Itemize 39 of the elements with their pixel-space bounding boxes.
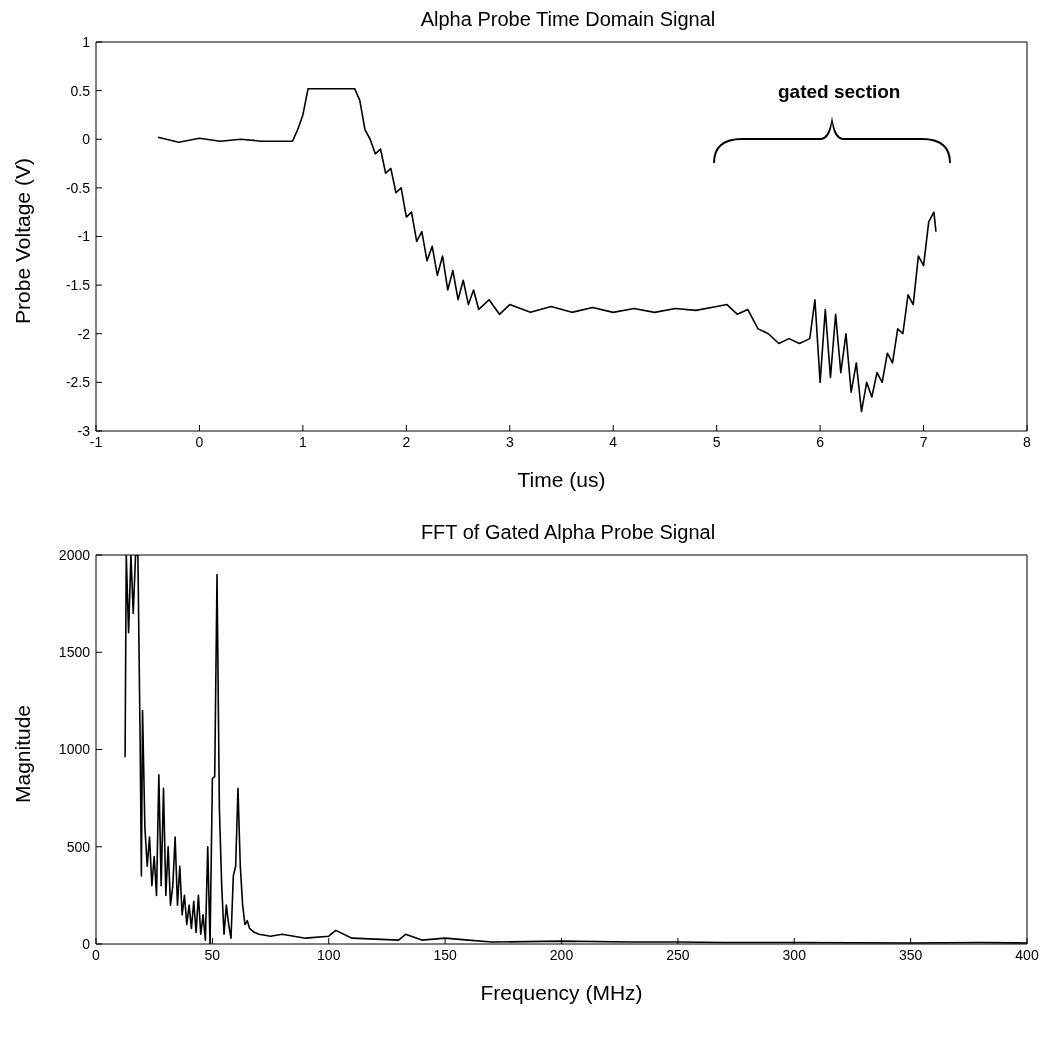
y-axis-title: Magnitude: [11, 704, 35, 804]
x-tick-label: 50: [204, 946, 221, 963]
x-tick-label: 8: [1023, 433, 1032, 450]
y-tick-label: 1000: [58, 741, 91, 758]
y-tick-label: 0: [82, 935, 91, 952]
x-tick-label: 5: [712, 433, 721, 450]
y-tick-label: -1.5: [65, 277, 91, 294]
y-tick-label: -2: [77, 325, 91, 342]
x-tick-label: 300: [782, 946, 807, 963]
y-tick-label: 1500: [58, 644, 91, 661]
y-tick-label: 1: [82, 33, 91, 50]
y-tick-label: 2000: [58, 546, 91, 563]
chart-title: FFT of Gated Alpha Probe Signal: [419, 521, 717, 544]
chart-title: Alpha Probe Time Domain Signal: [419, 8, 717, 31]
x-tick-label: 4: [609, 433, 618, 450]
x-tick-label: 7: [919, 433, 928, 450]
x-tick-label: 3: [505, 433, 514, 450]
x-tick-label: 0: [195, 433, 204, 450]
x-tick-label: 6: [816, 433, 825, 450]
x-axis-title: Frequency (MHz): [480, 981, 643, 1004]
y-tick-label: -2.5: [65, 374, 91, 391]
y-axis-title: Probe Voltage (V): [11, 158, 35, 324]
y-tick-label: 0: [82, 131, 91, 148]
y-tick-label: 0.5: [70, 82, 91, 99]
y-tick-label: 500: [66, 838, 91, 855]
x-tick-label: 150: [433, 946, 458, 963]
x-tick-label: 2: [402, 433, 411, 450]
y-tick-label: -3: [77, 422, 91, 439]
y-tick-label: -1: [77, 228, 91, 245]
x-tick-label: 400: [1015, 946, 1039, 963]
x-tick-label: 100: [317, 946, 341, 963]
x-axis-title: Time (us): [517, 468, 606, 491]
x-tick-label: 200: [549, 946, 574, 963]
annotation: gated section: [778, 81, 901, 103]
y-tick-label: -0.5: [65, 179, 91, 196]
x-tick-label: 250: [666, 946, 690, 963]
x-tick-label: 1: [298, 433, 307, 450]
x-tick-label: 350: [898, 946, 923, 963]
line-series: [157, 87, 937, 413]
